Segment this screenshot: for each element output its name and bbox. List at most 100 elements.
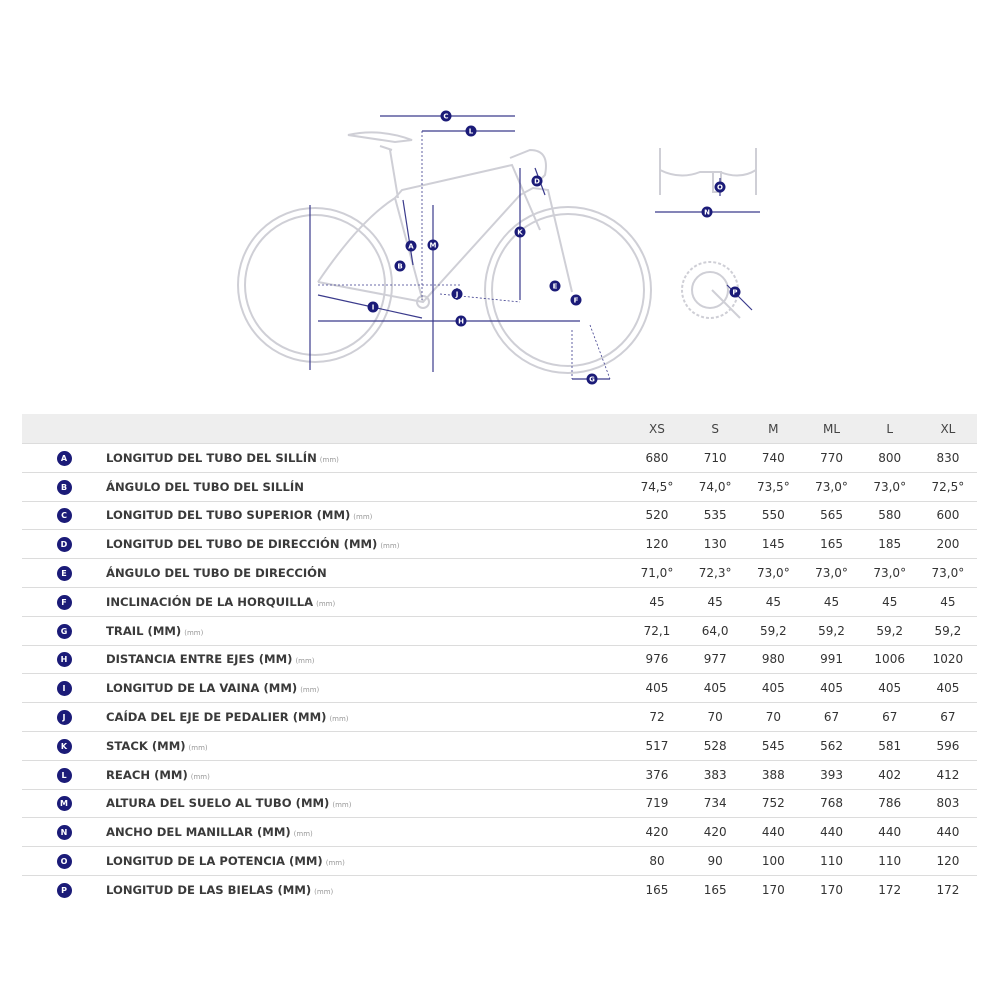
cell-value: 393 bbox=[802, 759, 861, 790]
cell-value: 402 bbox=[860, 759, 919, 790]
cell-value: 73,0° bbox=[802, 558, 861, 588]
svg-text:I: I bbox=[372, 304, 375, 312]
cell-value: 440 bbox=[802, 817, 861, 847]
table-row: M ALTURA DEL SUELO AL TUBO (MM) (mm) 719 734… bbox=[22, 788, 977, 818]
unit-label: (mm) bbox=[332, 801, 352, 810]
row-label: LONGITUD DEL TUBO DE DIRECCIÓN (MM) bbox=[106, 537, 378, 552]
svg-text:A: A bbox=[408, 243, 414, 251]
unit-label: (mm) bbox=[329, 715, 349, 724]
svg-text:E: E bbox=[553, 283, 558, 291]
cell-value: 565 bbox=[802, 500, 861, 530]
bike-geometry-diagram: A B C D E F G H I J K L M N O P bbox=[237, 110, 760, 385]
cell-value: 45 bbox=[802, 586, 861, 617]
cell-value: 90 bbox=[686, 846, 745, 876]
row-badge: K bbox=[56, 738, 72, 754]
cell-value: 73,5° bbox=[744, 471, 803, 502]
table-row: P LONGITUD DE LAS BIELAS (MM) (mm) 165 165 17… bbox=[22, 874, 977, 904]
table-row: N ANCHO DEL MANILLAR (MM) (mm) 420 420 440 440… bbox=[22, 817, 977, 847]
cell-value: 45 bbox=[918, 586, 977, 617]
cell-value: 405 bbox=[918, 673, 977, 703]
cell-value: 440 bbox=[744, 817, 803, 847]
cell-value: 980 bbox=[744, 644, 803, 674]
cell-value: 73,0° bbox=[860, 558, 919, 588]
cell-value: 172 bbox=[860, 874, 919, 904]
cell-value: 110 bbox=[860, 846, 919, 876]
cell-value: 740 bbox=[744, 443, 803, 473]
svg-text:F: F bbox=[574, 297, 579, 305]
cell-value: 420 bbox=[627, 817, 687, 847]
row-badge: O bbox=[56, 854, 72, 870]
cell-value: 719 bbox=[627, 788, 687, 818]
row-badge: A bbox=[56, 450, 72, 466]
unit-label: (mm) bbox=[316, 599, 336, 608]
unit-label: (mm) bbox=[380, 542, 400, 551]
diagram-badge-p: P bbox=[729, 286, 741, 298]
unit-label: (mm) bbox=[293, 830, 313, 839]
row-label: ÁNGULO DEL TUBO DE DIRECCIÓN bbox=[106, 566, 327, 581]
svg-text:N: N bbox=[704, 209, 710, 217]
cell-value: 752 bbox=[744, 788, 803, 818]
diagram-badge-n: N bbox=[701, 206, 713, 218]
cell-value: 73,0° bbox=[918, 558, 977, 588]
table-row: D LONGITUD DEL TUBO DE DIRECCIÓN (MM) (mm)… bbox=[22, 529, 977, 559]
table-row: L REACH (MM) (mm) 376 383 388 393 402 412 bbox=[22, 759, 977, 790]
unit-label: (mm) bbox=[184, 628, 204, 637]
cell-value: 100 bbox=[744, 846, 803, 876]
column-header-xl: XL bbox=[918, 414, 977, 444]
row-badge: B bbox=[56, 479, 72, 495]
column-header-ml: ML bbox=[802, 414, 861, 444]
row-label: LONGITUD DE LA POTENCIA (MM) bbox=[106, 854, 323, 869]
cell-value: 405 bbox=[744, 673, 803, 703]
cell-value: 830 bbox=[918, 443, 977, 473]
table-row: A LONGITUD DEL TUBO DEL SILLÍN (mm) 680 710 7… bbox=[22, 443, 977, 473]
cell-value: 165 bbox=[686, 874, 745, 904]
cell-value: 45 bbox=[860, 586, 919, 617]
cell-value: 405 bbox=[802, 673, 861, 703]
cell-value: 405 bbox=[686, 673, 745, 703]
cell-value: 80 bbox=[627, 846, 687, 876]
row-label: STACK (MM) bbox=[106, 738, 186, 753]
row-label: ÁNGULO DEL TUBO DEL SILLÍN bbox=[106, 479, 304, 494]
cell-value: 59,2 bbox=[802, 615, 861, 646]
unit-label: (mm) bbox=[325, 859, 345, 868]
cell-value: 412 bbox=[918, 759, 977, 790]
row-label: DISTANCIA ENTRE EJES (MM) bbox=[106, 652, 293, 667]
table-row: F INCLINACIÓN DE LA HORQUILLA (mm) 45 45 45 45… bbox=[22, 586, 977, 617]
diagram-badge-m: M bbox=[427, 239, 439, 251]
svg-text:C: C bbox=[443, 113, 448, 121]
cell-value: 580 bbox=[860, 500, 919, 530]
cell-value: 545 bbox=[744, 730, 803, 761]
unit-label: (mm) bbox=[188, 743, 208, 752]
diagram-badge-i: I bbox=[367, 301, 379, 313]
cell-value: 991 bbox=[802, 644, 861, 674]
diagram-badge-j: J bbox=[451, 288, 463, 300]
row-badge: M bbox=[56, 796, 72, 812]
row-badge: D bbox=[56, 537, 72, 553]
bike-outline bbox=[237, 131, 757, 374]
cell-value: 73,0° bbox=[744, 558, 803, 588]
cell-value: 59,2 bbox=[918, 615, 977, 646]
cell-value: 768 bbox=[802, 788, 861, 818]
cell-value: 1020 bbox=[918, 644, 977, 674]
cell-value: 67 bbox=[802, 702, 861, 732]
diagram-badge-o: O bbox=[714, 181, 726, 193]
cell-value: 600 bbox=[918, 500, 977, 530]
cell-value: 596 bbox=[918, 730, 977, 761]
cell-value: 976 bbox=[627, 644, 687, 674]
row-badge: G bbox=[56, 623, 72, 639]
row-badge: P bbox=[56, 882, 72, 898]
cell-value: 71,0° bbox=[627, 558, 687, 588]
cell-value: 172 bbox=[918, 874, 977, 904]
table-row: O LONGITUD DE LA POTENCIA (MM) (mm) 80 90 100… bbox=[22, 846, 977, 876]
table-row: G TRAIL (MM) (mm) 72,1 64,0 59,2 59,2 59,2 59,2 bbox=[22, 615, 977, 646]
cell-value: 73,0° bbox=[802, 471, 861, 502]
cell-value: 520 bbox=[627, 500, 687, 530]
cell-value: 72 bbox=[627, 702, 687, 732]
cell-value: 517 bbox=[627, 730, 687, 761]
cell-value: 803 bbox=[918, 788, 977, 818]
diagram-badge-d: D bbox=[531, 175, 543, 187]
svg-text:K: K bbox=[517, 229, 523, 237]
cell-value: 45 bbox=[627, 586, 687, 617]
table-row: C LONGITUD DEL TUBO SUPERIOR (MM) (mm) 520 5… bbox=[22, 500, 977, 530]
table-row: E ÁNGULO DEL TUBO DE DIRECCIÓN 71,0° 72,3° 7… bbox=[22, 558, 977, 588]
